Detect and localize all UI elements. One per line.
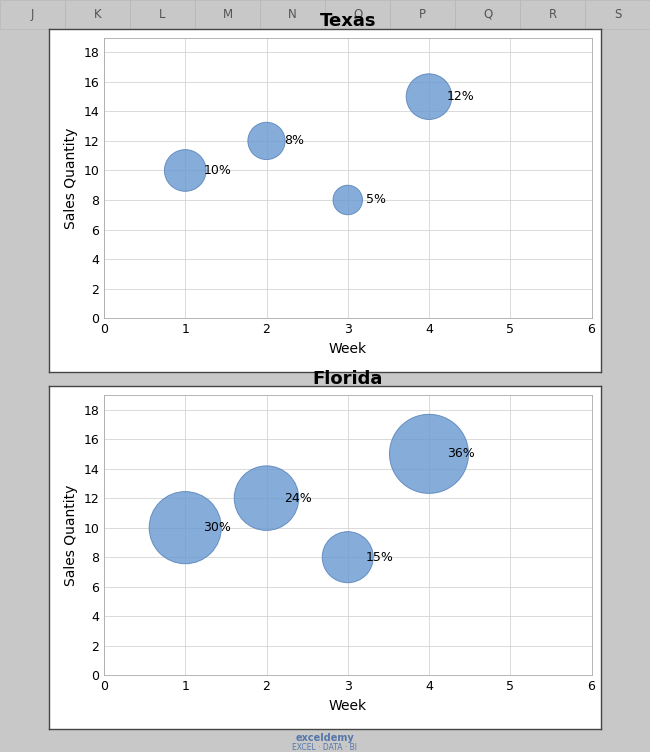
Bar bbox=[390, 0, 455, 29]
Bar bbox=[585, 0, 650, 29]
X-axis label: Week: Week bbox=[329, 699, 367, 713]
Text: L: L bbox=[159, 8, 166, 21]
Text: 24%: 24% bbox=[285, 492, 312, 505]
Bar bbox=[195, 0, 260, 29]
Y-axis label: Sales Quantity: Sales Quantity bbox=[64, 484, 78, 586]
Text: 15%: 15% bbox=[366, 550, 394, 564]
Text: K: K bbox=[94, 8, 101, 21]
Text: P: P bbox=[419, 8, 426, 21]
Text: 12%: 12% bbox=[447, 90, 474, 103]
Text: J: J bbox=[31, 8, 34, 21]
Text: R: R bbox=[549, 8, 556, 21]
Y-axis label: Sales Quantity: Sales Quantity bbox=[64, 127, 78, 229]
Text: 10%: 10% bbox=[203, 164, 231, 177]
Point bbox=[424, 448, 434, 460]
Bar bbox=[0, 0, 65, 29]
Text: Q: Q bbox=[483, 8, 492, 21]
Bar bbox=[455, 0, 520, 29]
Text: 5%: 5% bbox=[366, 193, 386, 207]
Point bbox=[424, 91, 434, 103]
Bar bbox=[130, 0, 195, 29]
Point bbox=[180, 165, 190, 177]
Text: 30%: 30% bbox=[203, 521, 231, 534]
Title: Texas: Texas bbox=[320, 13, 376, 31]
Point bbox=[180, 522, 190, 534]
Point bbox=[343, 194, 353, 206]
Point bbox=[261, 492, 272, 504]
Text: O: O bbox=[353, 8, 362, 21]
Text: M: M bbox=[222, 8, 233, 21]
Bar bbox=[260, 0, 325, 29]
Text: EXCEL · DATA · BI: EXCEL · DATA · BI bbox=[292, 743, 358, 752]
Bar bbox=[65, 0, 130, 29]
Text: 36%: 36% bbox=[447, 447, 474, 460]
Text: N: N bbox=[288, 8, 297, 21]
Point bbox=[343, 551, 353, 563]
Bar bbox=[520, 0, 585, 29]
Text: S: S bbox=[614, 8, 621, 21]
X-axis label: Week: Week bbox=[329, 341, 367, 356]
Point bbox=[261, 135, 272, 147]
Title: Florida: Florida bbox=[313, 370, 383, 388]
Text: 8%: 8% bbox=[285, 135, 305, 147]
Bar bbox=[325, 0, 390, 29]
Text: exceldemy: exceldemy bbox=[296, 732, 354, 743]
